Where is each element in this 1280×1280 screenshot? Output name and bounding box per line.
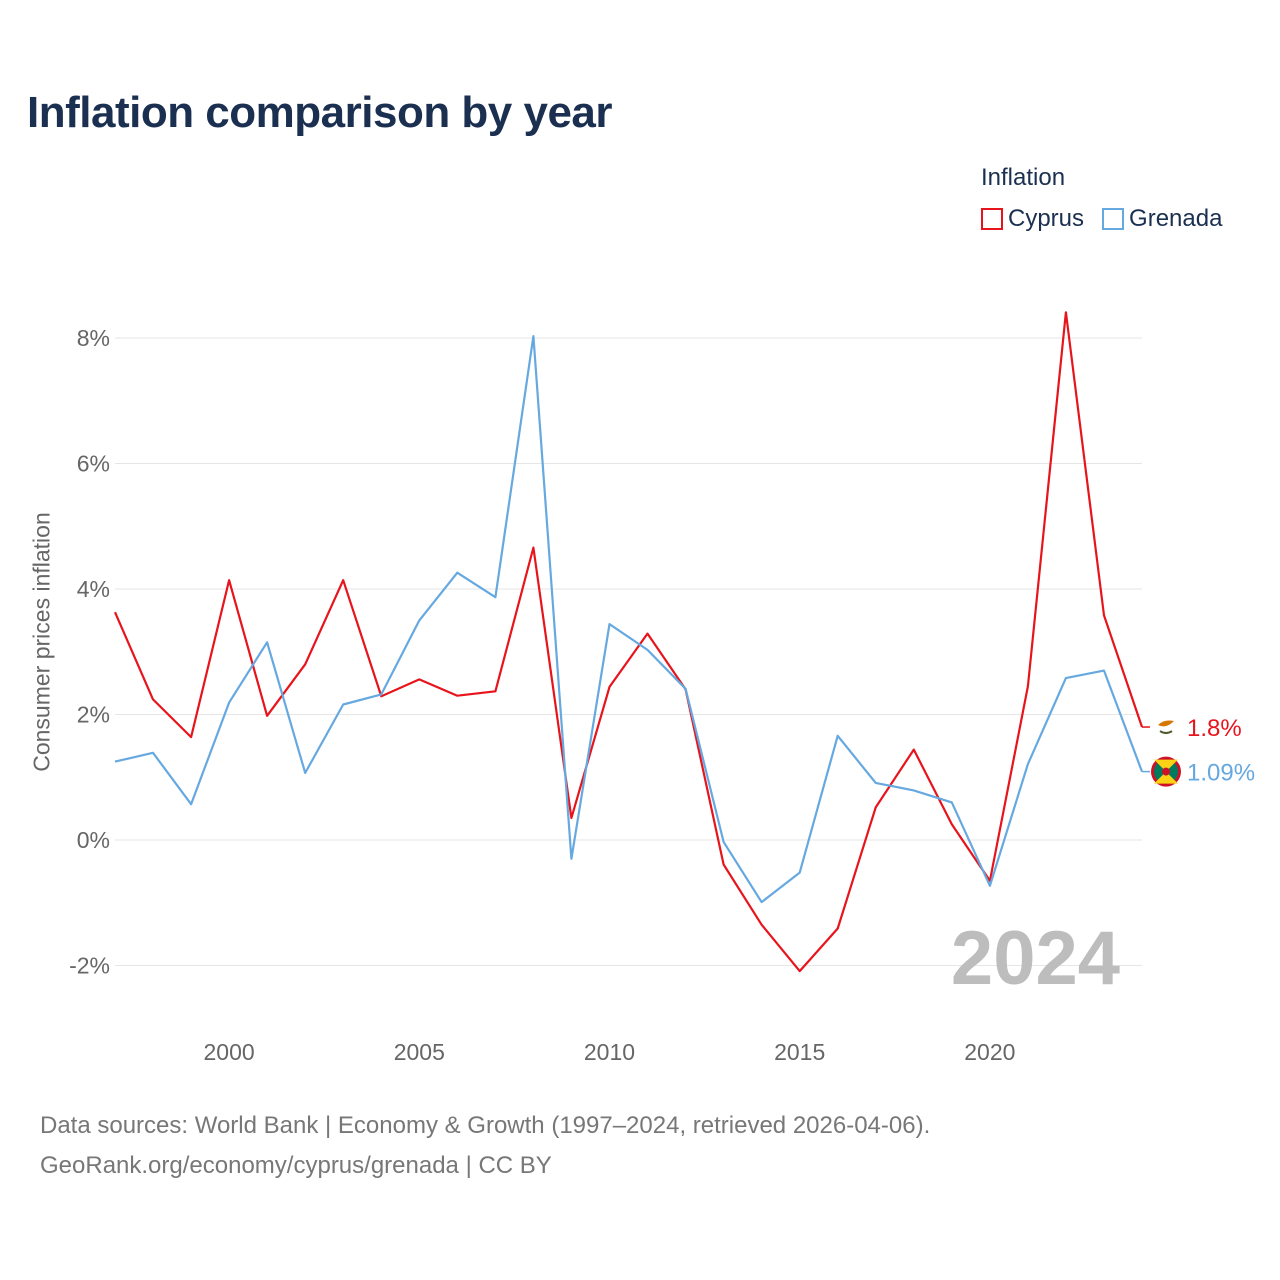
year-watermark: 2024 — [951, 916, 1120, 1001]
chart-title: Inflation comparison by year — [27, 88, 613, 137]
y-tick-label: 0% — [77, 827, 110, 853]
x-tick-label: 2005 — [394, 1039, 445, 1065]
end-labels: 1.8% 1.09% — [1151, 715, 1255, 787]
footer: Data sources: World Bank | Economy & Gro… — [40, 1106, 930, 1186]
legend-swatch-grenada — [1102, 208, 1125, 230]
legend-label-grenada: Grenada — [1129, 205, 1223, 232]
legend-swatch-cyprus — [981, 208, 1003, 230]
cyprus-flag-icon — [1156, 717, 1176, 738]
y-tick-label: 6% — [77, 451, 110, 477]
x-tick-label: 2000 — [204, 1039, 255, 1065]
legend: Cyprus Grenada — [981, 205, 1222, 233]
x-tick-label: 2010 — [584, 1039, 635, 1065]
end-label-cyprus: 1.8% — [1187, 715, 1242, 742]
y-tick-label: -2% — [69, 953, 110, 979]
series-line-grenada[interactable] — [114, 335, 1144, 904]
legend-item-cyprus[interactable]: Cyprus — [981, 205, 1084, 233]
legend-item-grenada[interactable]: Grenada — [1102, 205, 1222, 233]
series-lines — [113, 311, 1150, 973]
y-tick-label: 2% — [77, 702, 110, 728]
x-tick-label: 2020 — [964, 1039, 1015, 1065]
series-line-cyprus[interactable] — [113, 311, 1144, 973]
x-ticks: 2000 2005 2010 2015 2020 — [204, 1039, 1016, 1065]
footer-sources: Data sources: World Bank | Economy & Gro… — [40, 1112, 931, 1139]
y-tick-label: 4% — [77, 576, 110, 602]
legend-label-cyprus: Cyprus — [1008, 205, 1085, 232]
footer-credit[interactable]: GeoRank.org/economy/cyprus/grenada | CC … — [40, 1152, 552, 1179]
y-ticks: -2% 0% 2% 4% 6% 8% — [69, 325, 110, 979]
line-chart: -2%0%2%4%6%8% 2000 2005 2010 2015 2020 2024 … — [69, 311, 1255, 1065]
gridlines — [115, 337, 1142, 966]
end-label-grenada: 1.09% — [1187, 760, 1255, 787]
grenada-flag-icon — [1151, 756, 1181, 787]
y-tick-label: 8% — [77, 325, 110, 351]
x-tick-label: 2015 — [774, 1039, 825, 1065]
legend-title: Inflation — [981, 164, 1066, 191]
